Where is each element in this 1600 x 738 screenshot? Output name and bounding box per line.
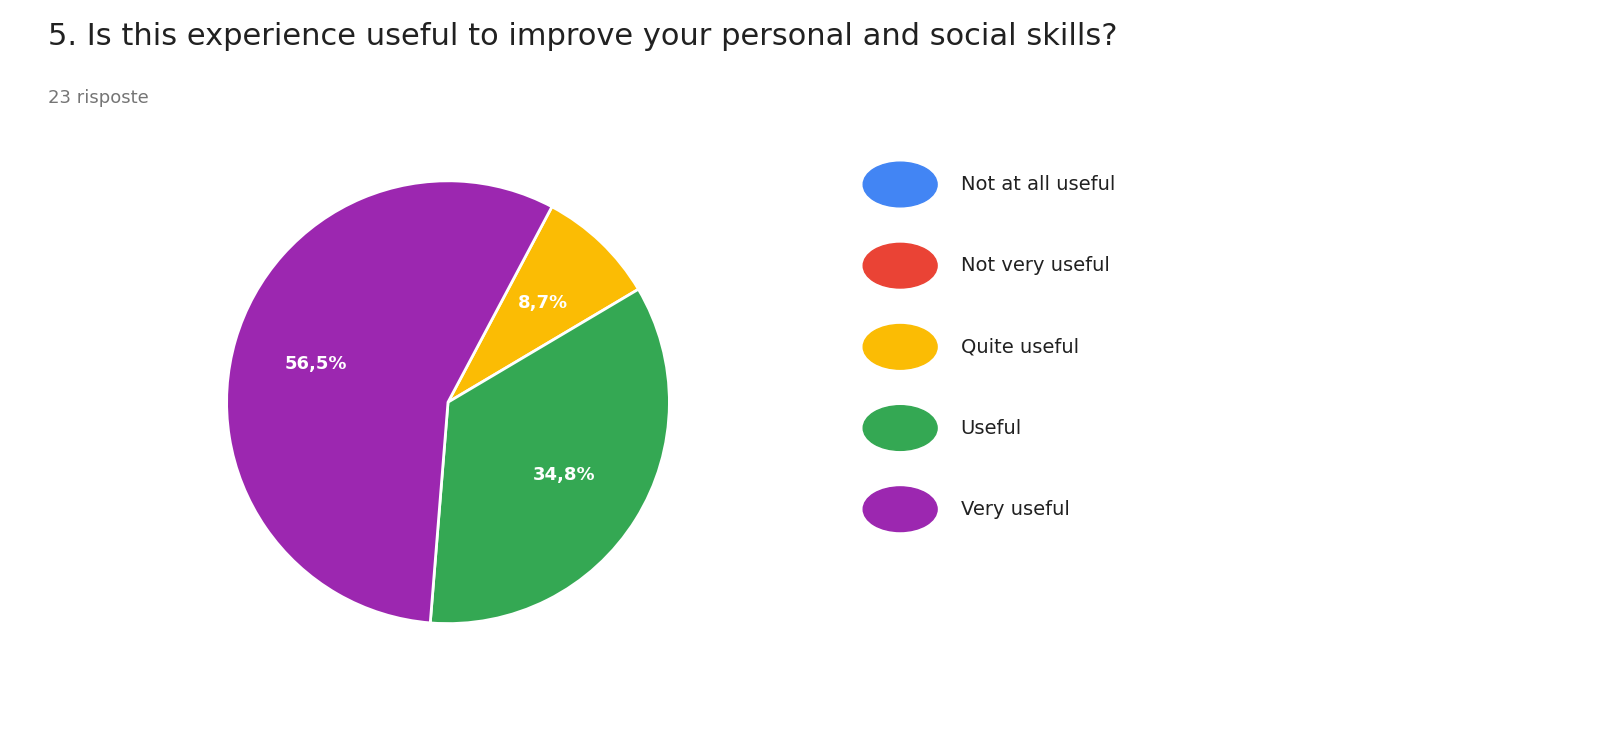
- Text: 34,8%: 34,8%: [533, 466, 595, 484]
- Text: 5. Is this experience useful to improve your personal and social skills?: 5. Is this experience useful to improve …: [48, 22, 1117, 51]
- Wedge shape: [430, 289, 669, 624]
- Circle shape: [864, 487, 938, 531]
- Text: 56,5%: 56,5%: [285, 355, 347, 373]
- Circle shape: [864, 244, 938, 288]
- Text: 23 risposte: 23 risposte: [48, 89, 149, 106]
- Text: 8,7%: 8,7%: [518, 294, 568, 312]
- Circle shape: [864, 325, 938, 369]
- Text: Useful: Useful: [960, 418, 1022, 438]
- Text: Very useful: Very useful: [960, 500, 1069, 519]
- Text: Quite useful: Quite useful: [960, 337, 1078, 356]
- Circle shape: [864, 406, 938, 450]
- Text: Not very useful: Not very useful: [960, 256, 1109, 275]
- Wedge shape: [227, 181, 552, 623]
- Circle shape: [864, 162, 938, 207]
- Wedge shape: [448, 207, 638, 402]
- Text: Not at all useful: Not at all useful: [960, 175, 1115, 194]
